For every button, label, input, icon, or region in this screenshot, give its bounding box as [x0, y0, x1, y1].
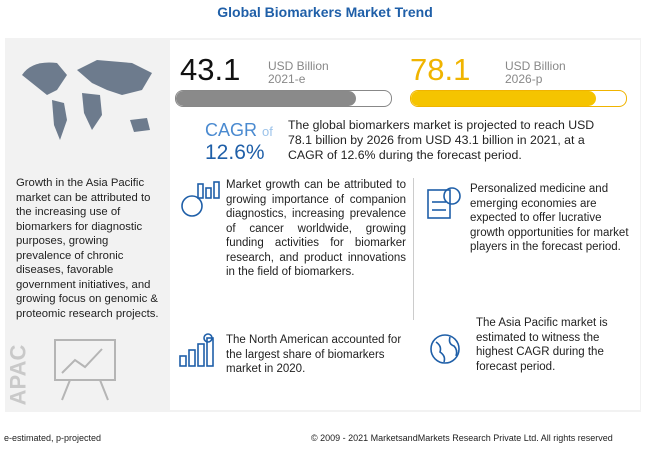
end-unit: USD Billion — [505, 59, 566, 73]
start-value: 43.1 — [180, 52, 241, 87]
highlight-text: Personalized medicine and emerging econo… — [470, 183, 629, 253]
analytics-icon — [54, 339, 116, 401]
cagr-label: CAGR of — [205, 120, 273, 141]
region-label: APAC — [5, 344, 31, 406]
end-bar — [411, 91, 596, 106]
start-unit: USD Billion — [268, 59, 329, 73]
bar-chart-icon — [179, 333, 214, 367]
left-panel-text: Growth in the Asia Pacific market can be… — [16, 177, 159, 320]
end-year: 2026-p — [505, 72, 543, 86]
money-icon — [427, 187, 461, 219]
start-year: 2021-e — [268, 72, 306, 86]
divider — [413, 178, 414, 320]
cagr-word: CAGR — [205, 120, 258, 140]
globe-icon — [430, 334, 460, 364]
summary: The global biomarkers market is projecte… — [288, 118, 595, 162]
cagr-of: of — [262, 124, 273, 139]
start-bar — [176, 91, 356, 106]
highlight-text: The Asia Pacific market is estimated to … — [476, 317, 608, 373]
highlight-text: The North American accounted for the lar… — [226, 334, 402, 375]
world-map — [22, 60, 152, 140]
end-value: 78.1 — [410, 52, 471, 87]
copyright: © 2009 - 2021 MarketsandMarkets Research… — [311, 433, 613, 443]
growth-icon — [181, 181, 220, 217]
highlight-text: Market growth can be attributed to growi… — [226, 179, 406, 278]
cagr-value: 12.6% — [205, 141, 265, 164]
footer-note: e-estimated, p-projected — [4, 433, 102, 443]
title: Global Biomarkers Market Trend — [217, 4, 433, 20]
